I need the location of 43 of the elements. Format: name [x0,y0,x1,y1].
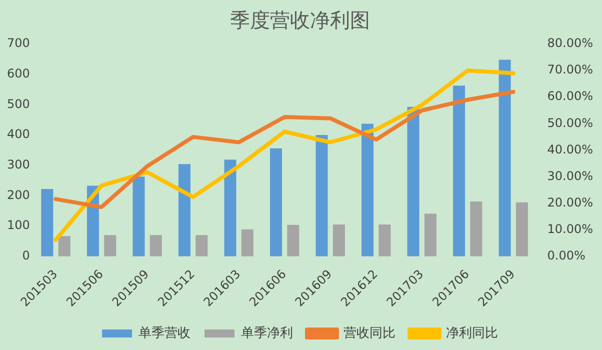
legend-label: 净利同比 [446,326,498,341]
bar [132,176,145,256]
bar [41,189,54,256]
y2-tick-label: 70.00% [547,62,594,77]
bar [196,235,208,256]
bar [424,214,436,256]
y2-tick-label: 80.00% [547,36,594,50]
bar [270,148,282,256]
bar [316,135,328,256]
y2-tick-label: 30.00% [547,168,594,183]
bar [332,224,345,256]
y2-tick-label: 40.00% [547,142,594,156]
bar [58,236,70,256]
y-tick-label: 300 [7,158,30,172]
bar [498,60,511,256]
bar [470,202,482,256]
legend-label: 单季营收 [138,326,190,341]
y-tick-label: 200 [7,188,30,202]
bar [224,160,236,256]
bar [178,164,190,256]
y-tick-label: 100 [7,218,30,232]
y2-tick-label: 20.00% [547,195,594,210]
y2-tick-label: 50.00% [547,116,594,130]
y-tick-label: 400 [7,127,30,142]
bar [150,235,162,256]
y-tick-label: 600 [7,66,30,80]
bar [104,235,116,256]
bar [453,86,466,256]
y-tick-label: 0 [22,248,30,263]
y-tick-label: 500 [7,96,30,111]
bar [378,224,391,256]
chart-title: 季度营收净利图 [230,8,370,32]
y2-tick-label: 10.00% [547,222,594,236]
bar [241,229,254,256]
y-tick-label: 700 [7,36,30,50]
legend-label: 营收同比 [344,326,396,341]
y2-tick-label: 60.00% [547,89,594,104]
bar [516,202,528,256]
y2-tick-label: 0.00% [547,248,586,263]
bar [362,124,374,256]
bar [287,224,300,256]
bar [407,106,420,256]
legend-label: 单季净利 [241,326,293,341]
